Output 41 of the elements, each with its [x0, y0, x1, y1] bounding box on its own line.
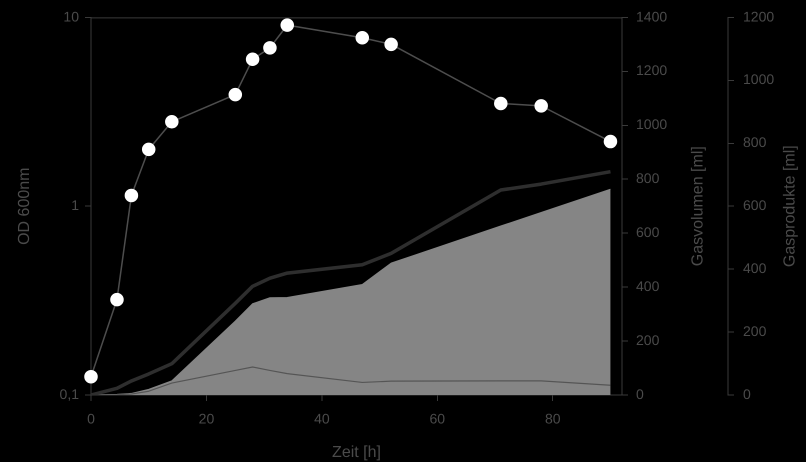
y2-tick-label: 1200 [636, 62, 668, 78]
y2-tick-label: 400 [636, 278, 660, 294]
y-axis-title: OD 600nm [16, 168, 34, 245]
y3-tick-label: 1200 [743, 8, 774, 24]
point [604, 134, 618, 148]
y2-tick-label: 800 [636, 170, 660, 186]
y3-tick-label: 1000 [743, 71, 774, 88]
point [356, 31, 370, 45]
point [494, 96, 508, 110]
point [110, 292, 124, 306]
y3-tick-label: 0 [743, 386, 751, 402]
y2-tick-label: 1000 [636, 116, 668, 132]
y-tick-label: 10 [63, 8, 80, 24]
point [534, 99, 548, 113]
point [124, 188, 138, 202]
y3-tick-label: 600 [743, 197, 767, 214]
point [246, 52, 260, 66]
x-tick-label: 0 [87, 410, 96, 426]
x-tick-label: 60 [430, 410, 446, 426]
y3-axis-title: Gasprodukte [ml] [781, 145, 798, 268]
x-tick-label: 20 [198, 410, 214, 426]
y-tick-label: 1 [71, 197, 80, 214]
y3-tick-label: 400 [743, 260, 767, 276]
y2-tick-label: 200 [636, 332, 660, 348]
y3-tick-label: 800 [743, 134, 767, 150]
y-tick-label: 0,1 [60, 386, 80, 402]
x-tick-label: 40 [314, 410, 330, 426]
y2-axis-title: Gasvolumen [ml] [689, 146, 706, 266]
point [280, 18, 294, 32]
y3-tick-label: 200 [743, 322, 767, 339]
y2-tick-label: 0 [636, 386, 644, 402]
point [84, 370, 98, 384]
point [142, 142, 156, 156]
y2-tick-label: 600 [636, 224, 660, 240]
x-axis-title: Zeit [h] [332, 444, 381, 461]
y2-tick-label: 1400 [636, 8, 668, 24]
point [165, 115, 179, 129]
x-tick-label: 80 [544, 410, 561, 426]
point [384, 38, 398, 52]
point [228, 88, 242, 102]
point [263, 41, 277, 55]
